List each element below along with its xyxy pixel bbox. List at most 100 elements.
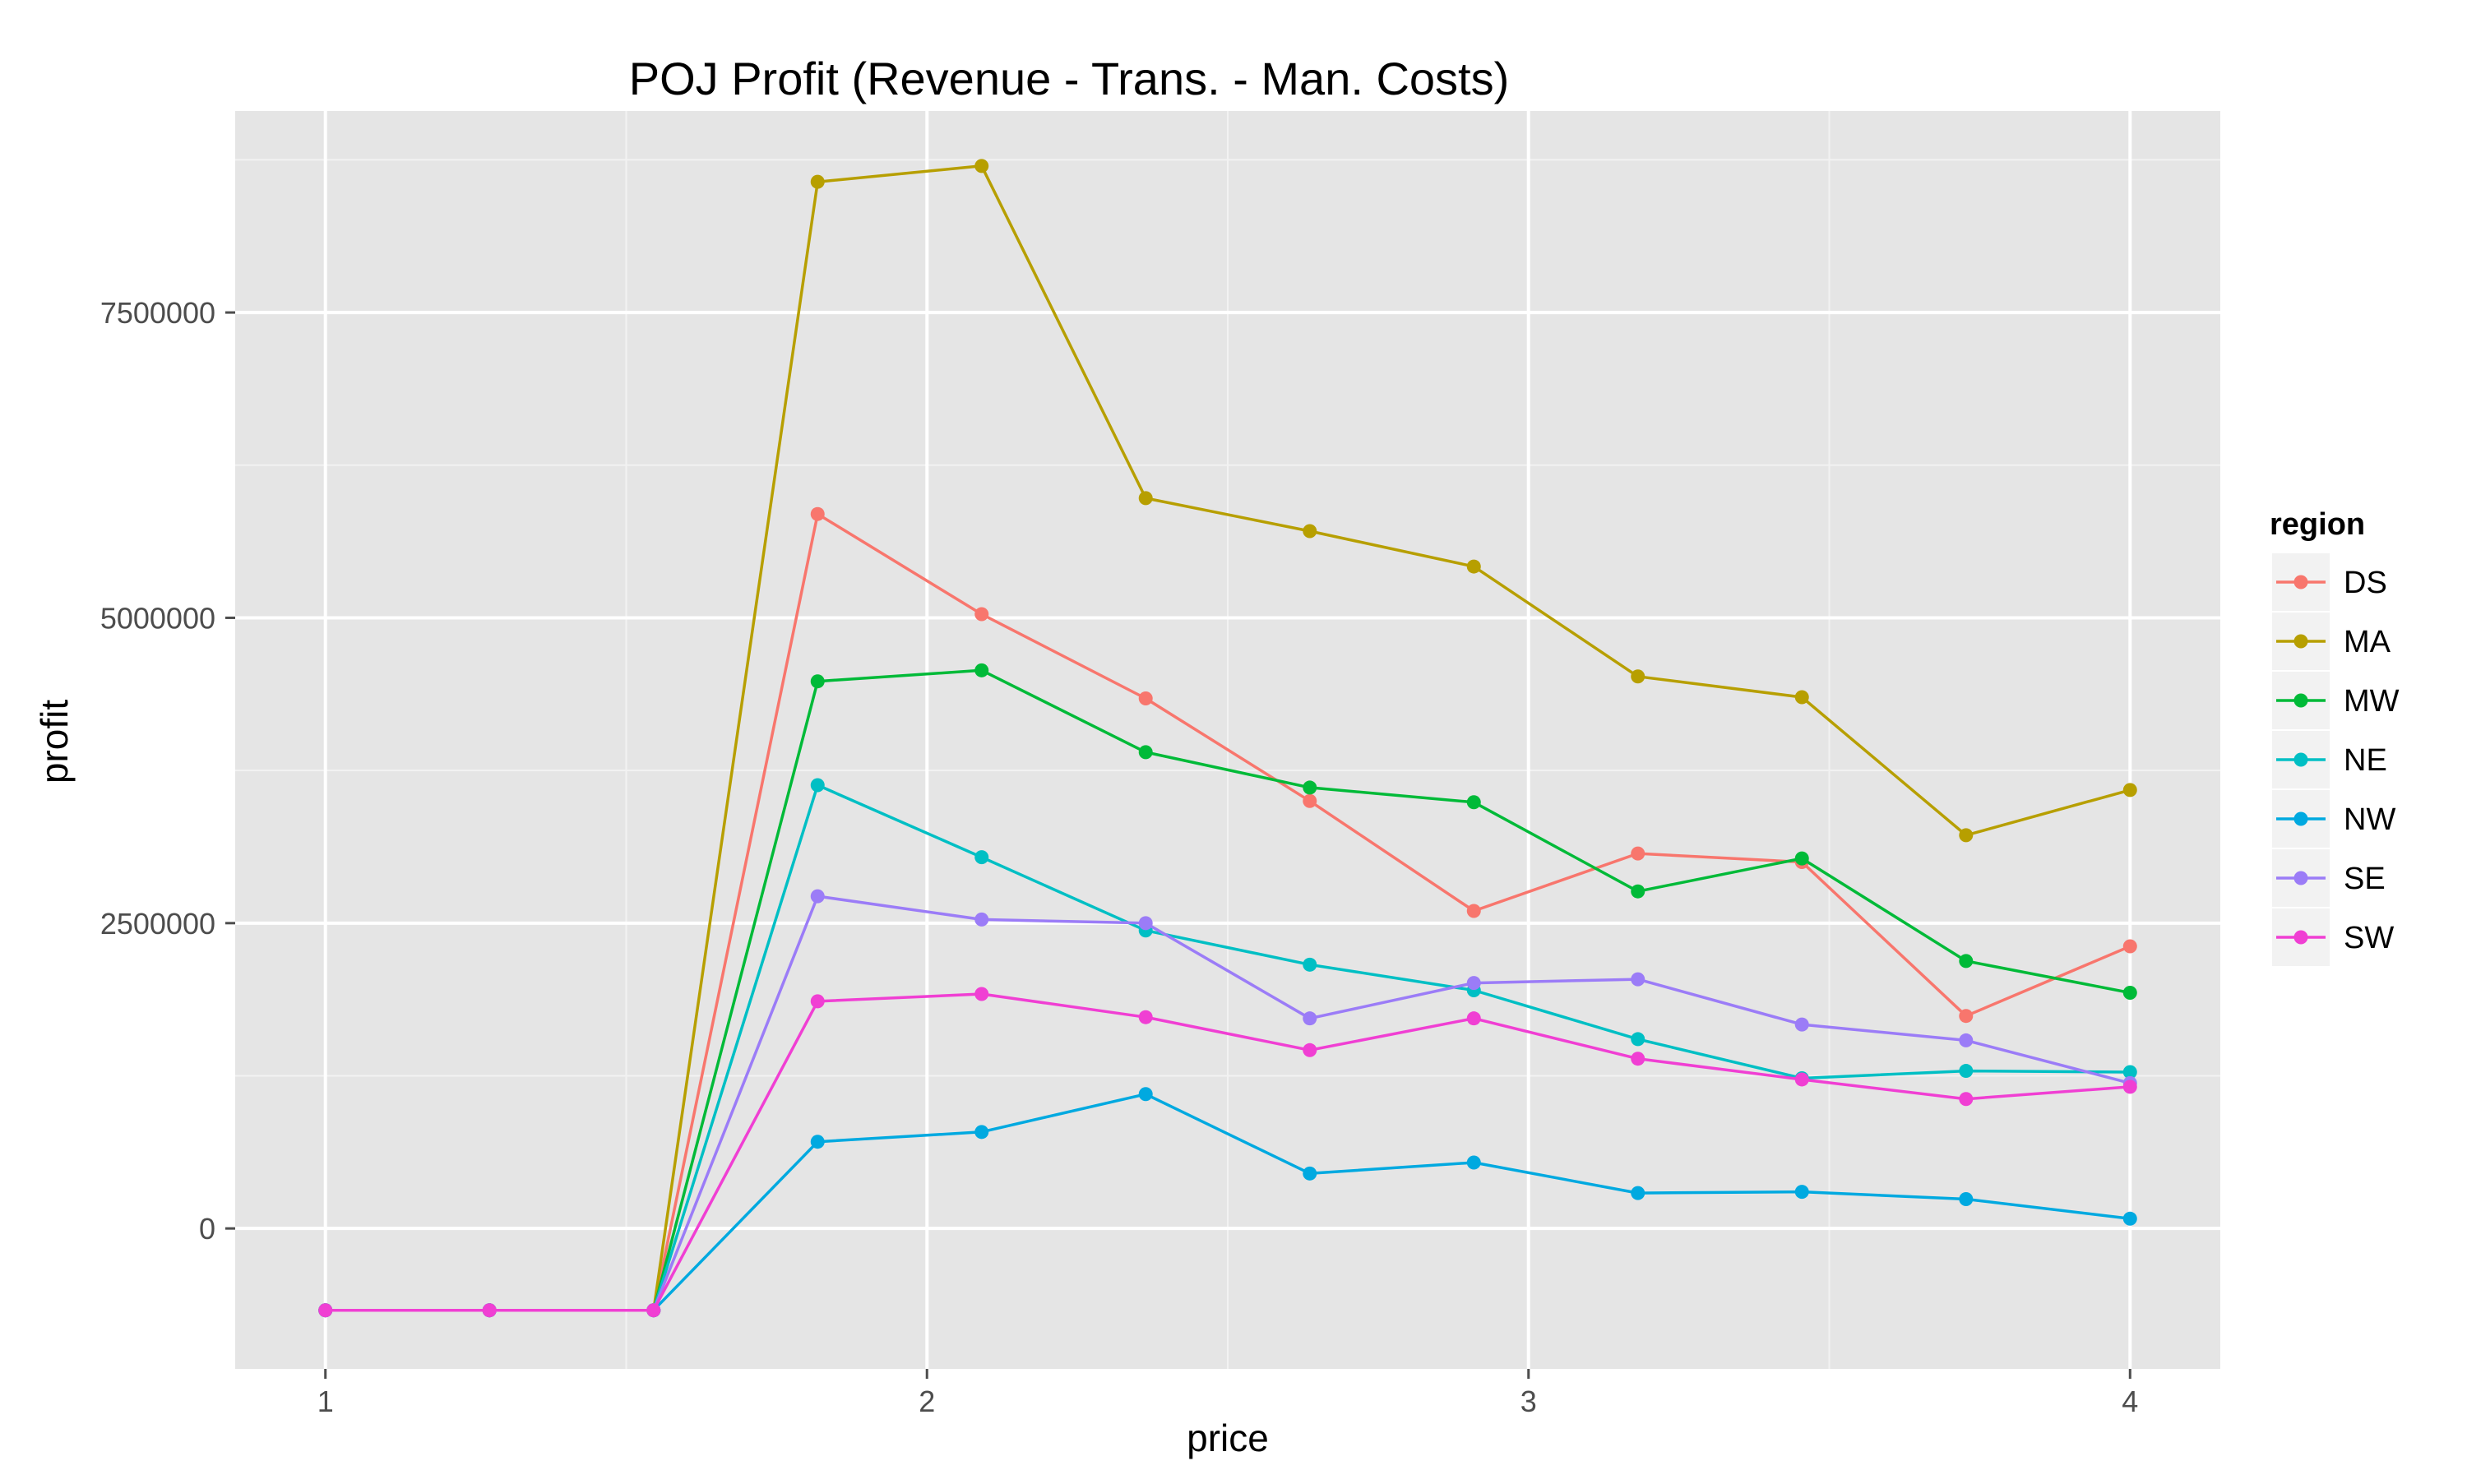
data-point-NE-10	[1959, 1064, 1974, 1079]
data-point-MW-3	[810, 674, 825, 689]
data-point-NE-11	[2122, 1065, 2137, 1079]
major-gridlines	[235, 111, 2220, 1369]
legend-key-point-MW	[2293, 693, 2308, 708]
data-point-SE-9	[1794, 1017, 1809, 1032]
data-point-SE-8	[1631, 972, 1645, 987]
data-point-SE-3	[810, 889, 825, 904]
data-point-SW-9	[1794, 1072, 1809, 1087]
data-point-MW-11	[2122, 985, 2137, 1000]
legend-label-SE: SE	[2344, 862, 2386, 896]
legend-key-point-SW	[2293, 930, 2308, 945]
data-point-SW-1	[482, 1303, 497, 1318]
data-point-NE-4	[974, 850, 989, 865]
legend-key-point-MA	[2293, 634, 2308, 649]
legend-label-NW: NW	[2344, 802, 2395, 837]
data-point-NW-9	[1794, 1185, 1809, 1200]
legend-item-DS: DS	[2270, 552, 2387, 613]
data-point-DS-10	[1959, 1009, 1974, 1024]
data-point-NE-8	[1631, 1032, 1645, 1047]
legend-label-SW: SW	[2344, 921, 2394, 955]
data-point-SW-2	[646, 1303, 661, 1318]
data-point-NE-3	[810, 778, 825, 793]
data-point-DS-8	[1631, 846, 1645, 861]
legend-items: DS MA MW NE NW SE SW	[2270, 552, 2400, 968]
legend-label-MW: MW	[2344, 684, 2400, 719]
x-tick-label-0: 1	[317, 1385, 334, 1418]
data-point-SW-7	[1466, 1011, 1481, 1026]
legend-item-NW: NW	[2270, 788, 2395, 849]
data-point-MW-8	[1631, 884, 1645, 899]
legend-key-point-NE	[2293, 752, 2308, 767]
legend-item-SE: SE	[2270, 848, 2386, 908]
data-point-SW-3	[810, 994, 825, 1009]
data-point-MA-3	[810, 174, 825, 189]
legend: region DS MA MW NE NW SE SW	[2270, 507, 2400, 968]
data-point-DS-3	[810, 506, 825, 521]
legend-title: region	[2270, 507, 2365, 542]
data-point-MW-6	[1303, 780, 1317, 795]
data-point-MW-5	[1138, 745, 1153, 760]
data-point-MA-5	[1138, 491, 1153, 506]
data-point-SE-4	[974, 912, 989, 927]
x-tick-label-2: 3	[1520, 1385, 1537, 1418]
data-point-MA-4	[974, 159, 989, 173]
data-point-MA-8	[1631, 669, 1645, 684]
axes-layer: 1 2 3 4 0 2500000 5000000 7500000	[100, 296, 2138, 1418]
legend-item-MA: MA	[2270, 611, 2391, 672]
legend-key-point-SE	[2293, 871, 2308, 885]
data-point-NW-7	[1466, 1155, 1481, 1170]
y-tick-label-0: 0	[199, 1212, 215, 1246]
legend-label-DS: DS	[2344, 566, 2387, 600]
data-point-NE-6	[1303, 957, 1317, 972]
data-point-NW-4	[974, 1125, 989, 1140]
data-point-MW-10	[1959, 954, 1974, 969]
data-point-DS-4	[974, 607, 989, 622]
data-point-MW-4	[974, 663, 989, 677]
data-point-SW-11	[2122, 1079, 2137, 1094]
data-point-MA-7	[1466, 559, 1481, 574]
data-point-MA-11	[2122, 783, 2137, 797]
data-point-SE-7	[1466, 976, 1481, 991]
data-point-MA-9	[1794, 690, 1809, 705]
series-layer	[318, 159, 2137, 1318]
data-point-DS-5	[1138, 691, 1153, 705]
data-point-NW-3	[810, 1135, 825, 1149]
legend-item-NE: NE	[2270, 729, 2387, 790]
data-point-MA-10	[1959, 828, 1974, 843]
data-point-SW-8	[1631, 1052, 1645, 1066]
data-point-SE-6	[1303, 1011, 1317, 1026]
x-axis-title: price	[1187, 1417, 1269, 1459]
y-tick-label-3: 7500000	[100, 296, 215, 330]
legend-item-SW: SW	[2270, 907, 2394, 968]
data-point-SW-0	[318, 1303, 333, 1318]
data-point-SW-4	[974, 987, 989, 1001]
x-tick-label-3: 4	[2122, 1385, 2138, 1418]
legend-label-NE: NE	[2344, 743, 2387, 778]
x-tick-label-1: 2	[919, 1385, 935, 1418]
data-point-NW-11	[2122, 1211, 2137, 1226]
legend-key-point-DS	[2293, 575, 2308, 589]
data-point-DS-6	[1303, 793, 1317, 808]
data-point-SW-10	[1959, 1092, 1974, 1107]
data-point-DS-7	[1466, 904, 1481, 918]
y-axis-title: profit	[33, 700, 76, 784]
data-point-SE-5	[1138, 916, 1153, 931]
legend-label-MA: MA	[2344, 625, 2391, 659]
data-point-NW-6	[1303, 1166, 1317, 1181]
y-tick-label-1: 2500000	[100, 907, 215, 941]
data-point-SE-10	[1959, 1033, 1974, 1047]
data-point-DS-11	[2122, 939, 2137, 954]
data-point-NW-5	[1138, 1087, 1153, 1102]
series-line-SW	[325, 992, 2131, 1312]
series-SW	[318, 987, 2137, 1318]
data-point-MW-9	[1794, 851, 1809, 866]
data-point-NW-10	[1959, 1192, 1974, 1207]
data-point-SW-6	[1303, 1042, 1317, 1057]
chart-title: POJ Profit (Revenue - Trans. - Man. Cost…	[629, 53, 1510, 104]
data-point-NW-8	[1631, 1186, 1645, 1200]
data-point-SW-5	[1138, 1010, 1153, 1024]
y-tick-label-2: 5000000	[100, 601, 215, 635]
data-point-MA-6	[1303, 524, 1317, 539]
